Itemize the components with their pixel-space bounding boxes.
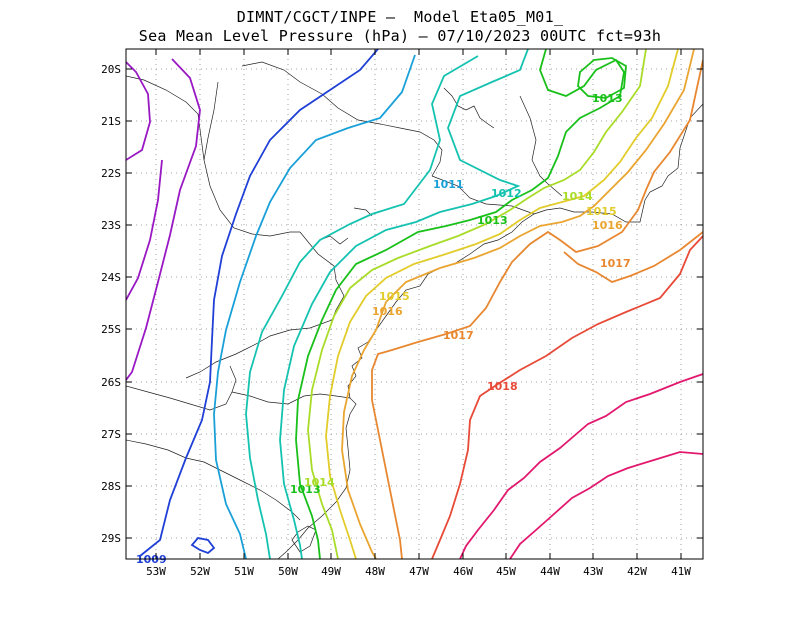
lat-label: 22S	[101, 167, 121, 180]
lat-label: 20S	[101, 63, 121, 76]
lon-label: 44W	[540, 565, 560, 578]
state-border-ms	[203, 81, 300, 237]
state-border-mg-sp	[241, 61, 443, 177]
grid-lines	[126, 49, 703, 559]
lon-label: 53W	[146, 565, 166, 578]
contour-label: 1018	[487, 380, 518, 393]
isobar-purple-1	[126, 58, 201, 381]
lon-labels: 53W 52W 51W 50W 49W 48W 47W 46W 45W 44W …	[146, 565, 691, 578]
lon-label: 50W	[278, 565, 298, 578]
lat-label: 25S	[101, 323, 121, 336]
isobars	[126, 49, 703, 559]
lat-label: 29S	[101, 532, 121, 545]
contour-label: 1016	[372, 305, 403, 318]
state-border-pr	[185, 231, 345, 379]
contour-label: 1014	[304, 476, 335, 489]
lat-label: 21S	[101, 115, 121, 128]
lat-labels: 20S 21S 22S 23S 24S 25S 26S 27S 28S 29S	[101, 63, 121, 545]
contour-label: 1013	[290, 483, 321, 496]
isobar-1016	[341, 49, 695, 559]
isobar-1019	[459, 373, 703, 559]
lon-label: 43W	[583, 565, 603, 578]
contour-label: 1013	[592, 92, 623, 105]
contour-label: 1015	[586, 205, 617, 218]
contour-label: 1013	[477, 214, 508, 227]
contour-label: 1016	[592, 219, 623, 232]
isobar-1018	[431, 235, 703, 559]
isobar-1010	[213, 54, 416, 559]
isobar-1009-loop	[190, 537, 216, 555]
contour-labels: 1013 1011 1012 1013 1014 1015 1016 1017 …	[136, 92, 631, 566]
state-border-es	[519, 95, 563, 197]
lat-label: 24S	[101, 271, 121, 284]
isobar-purple-3	[126, 159, 163, 301]
chart-title: DIMNT/CGCT/INPE — Model Eta05_M01_	[236, 8, 564, 26]
border-west	[126, 75, 205, 161]
lat-label: 23S	[101, 219, 121, 232]
plot-frame	[125, 48, 704, 560]
country-border-paraguay	[126, 365, 237, 411]
lat-label: 28S	[101, 480, 121, 493]
isobar-1014	[307, 49, 647, 559]
isobar-purple-2	[126, 61, 151, 161]
lat-label: 27S	[101, 428, 121, 441]
coastline	[277, 103, 703, 559]
lon-label: 46W	[453, 565, 473, 578]
isobar-1017-b	[563, 231, 703, 283]
isobar-1020	[509, 451, 703, 559]
isobar-1009	[139, 49, 379, 557]
map-boundaries	[126, 61, 703, 559]
state-border-rj	[431, 175, 535, 215]
lon-label: 51W	[234, 565, 254, 578]
inland-lake-furnas	[443, 87, 495, 129]
isobar-1011	[245, 55, 479, 559]
lon-label: 45W	[496, 565, 516, 578]
isobar-1015	[325, 49, 679, 559]
isobar-1017	[371, 59, 703, 559]
lon-label: 47W	[409, 565, 429, 578]
lon-label: 52W	[190, 565, 210, 578]
isobar-1013	[295, 49, 625, 559]
contour-label: 1017	[600, 257, 631, 270]
state-border-sc	[231, 391, 351, 405]
chart-subtitle: Sea Mean Level Pressure (hPa) — 07/10/20…	[138, 27, 662, 45]
lat-label: 26S	[101, 376, 121, 389]
contour-label: 1015	[379, 290, 410, 303]
contour-label: 1011	[433, 178, 464, 191]
isobar-1013-loop	[577, 57, 627, 99]
contour-label: 1014	[562, 190, 593, 203]
lon-label: 41W	[671, 565, 691, 578]
contour-label: 1012	[491, 187, 522, 200]
contour-label: 1017	[443, 329, 474, 342]
tick-marks	[126, 49, 703, 559]
lon-label: 48W	[365, 565, 385, 578]
lon-label: 42W	[627, 565, 647, 578]
lon-label: 49W	[321, 565, 341, 578]
isobar-1012	[279, 49, 529, 559]
country-border-argentina	[126, 439, 301, 521]
